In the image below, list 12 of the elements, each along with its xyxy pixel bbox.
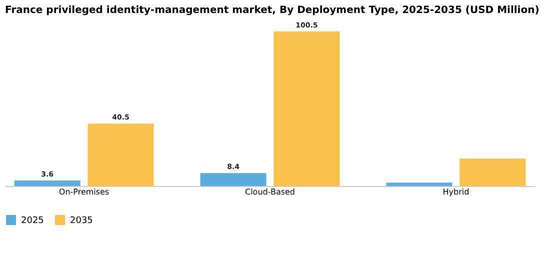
- chart-title: France privileged identity-management market, By Deployment Type, 2025-2035 (USD Million): [5, 5, 540, 16]
- bar: [88, 124, 154, 186]
- legend-label: 2025: [21, 216, 44, 226]
- bar: [200, 173, 266, 186]
- bar: [386, 182, 452, 186]
- bar: [460, 158, 526, 186]
- x-tick-label: On-Premises: [58, 188, 110, 196]
- bar: [274, 31, 340, 186]
- x-tick-label: Cloud-Based: [244, 188, 296, 196]
- bar: [14, 180, 80, 186]
- legend-label: 2035: [70, 216, 93, 226]
- x-tick-label: Hybrid: [442, 188, 470, 196]
